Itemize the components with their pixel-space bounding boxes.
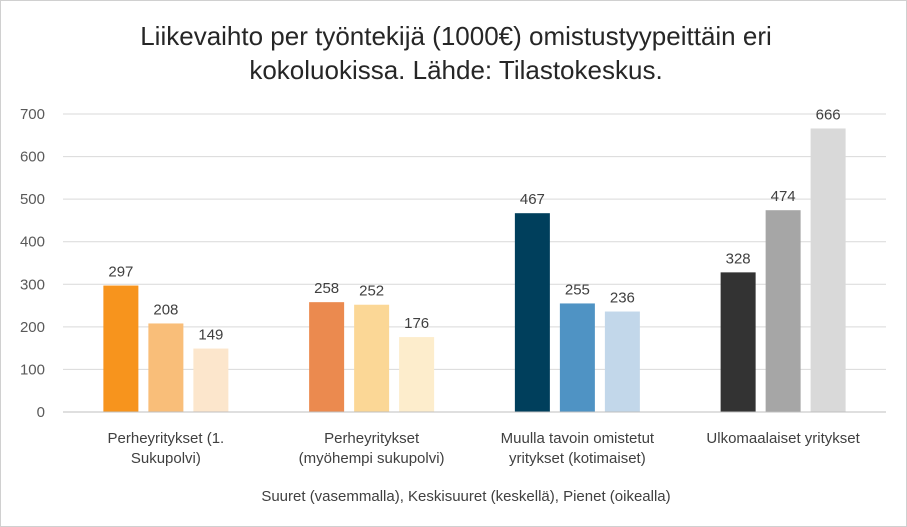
bar xyxy=(399,337,435,412)
category-label: Muulla tavoin omistetut xyxy=(501,430,655,447)
category-label: (myöhempi sukupolvi) xyxy=(299,450,445,467)
bar xyxy=(514,213,550,412)
y-tick-label: 400 xyxy=(20,234,45,251)
chart-title: Liikevaihto per työntekijä (1000€) omist… xyxy=(61,19,851,87)
y-tick-label: 300 xyxy=(20,276,45,293)
y-tick-label: 100 xyxy=(20,361,45,378)
y-tick-label: 0 xyxy=(37,404,45,421)
data-label: 255 xyxy=(565,281,590,298)
category-label: Perheyritykset (1. xyxy=(108,430,225,447)
data-label: 236 xyxy=(610,290,635,307)
bar xyxy=(193,348,229,412)
category-label: Sukupolvi) xyxy=(131,450,201,467)
bar xyxy=(765,210,801,412)
bar xyxy=(103,285,139,412)
bar xyxy=(309,302,345,412)
y-tick-label: 500 xyxy=(20,191,45,208)
data-label: 258 xyxy=(314,280,339,297)
y-tick-label: 700 xyxy=(20,106,45,123)
data-label: 467 xyxy=(520,191,545,208)
y-tick-label: 600 xyxy=(20,149,45,166)
bar xyxy=(720,272,756,412)
data-label: 252 xyxy=(359,283,384,300)
data-label: 208 xyxy=(153,301,178,318)
data-label: 149 xyxy=(198,327,223,344)
category-label: Ulkomaalaiset yritykset xyxy=(706,430,860,447)
bar xyxy=(148,323,184,412)
data-label: 666 xyxy=(816,106,841,123)
chart-title-line-1: Liikevaihto per työntekijä (1000€) omist… xyxy=(140,21,772,51)
x-axis-title: Suuret (vasemmalla), Keskisuuret (keskel… xyxy=(261,488,670,505)
data-label: 297 xyxy=(108,264,133,281)
data-label: 328 xyxy=(726,250,751,267)
category-label: Perheyritykset xyxy=(324,430,420,447)
y-tick-label: 200 xyxy=(20,319,45,336)
bar xyxy=(810,128,846,412)
chart-title-line-2: kokoluokissa. Lähde: Tilastokeskus. xyxy=(249,55,663,85)
bar xyxy=(354,304,390,412)
category-label: yritykset (kotimaiset) xyxy=(509,450,646,467)
data-label: 176 xyxy=(404,315,429,332)
bar xyxy=(604,311,640,412)
data-label: 474 xyxy=(771,188,796,205)
bar xyxy=(559,303,595,412)
